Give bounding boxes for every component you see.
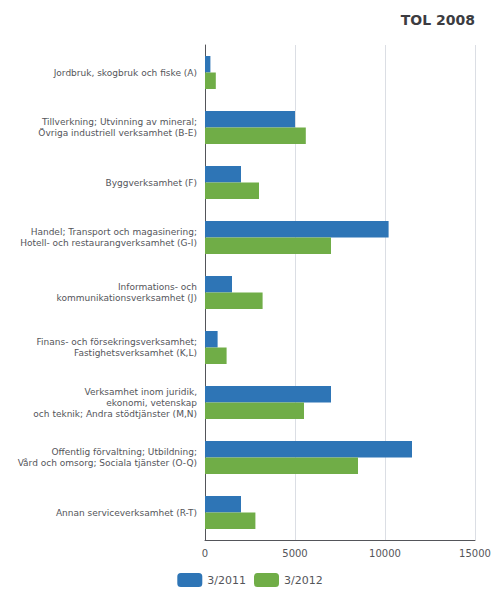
svg-text:ekonomi, vetenskap: ekonomi, vetenskap (106, 398, 197, 408)
svg-text:3/2012: 3/2012 (284, 574, 323, 587)
svg-text:Tillverkning; Utvinning av min: Tillverkning; Utvinning av mineral; (41, 117, 197, 127)
svg-text:5000: 5000 (282, 548, 307, 559)
svg-text:Vård och omsorg; Sociala tjäns: Vård och omsorg; Sociala tjänster (O-Q) (18, 458, 197, 468)
svg-text:Verksamhet inom juridik,: Verksamhet inom juridik, (84, 387, 197, 397)
svg-text:0: 0 (202, 548, 208, 559)
svg-text:Jordbruk, skogbruk och fiske (: Jordbruk, skogbruk och fiske (A) (53, 68, 197, 78)
svg-text:Fastighetsverksamhet (K,L): Fastighetsverksamhet (K,L) (74, 348, 197, 358)
svg-text:15000: 15000 (459, 548, 491, 559)
svg-text:Byggverksamhet (F): Byggverksamhet (F) (105, 178, 197, 188)
svg-text:Annan serviceverksamhet (R-T): Annan serviceverksamhet (R-T) (56, 508, 197, 518)
svg-text:Finans- och försekringsverksam: Finans- och försekringsverksamhet; (37, 337, 197, 347)
svg-text:TOL 2008: TOL 2008 (401, 12, 475, 28)
svg-text:och teknik; Andra stödtjänster: och teknik; Andra stödtjänster (M,N) (33, 409, 197, 419)
svg-text:Hotell- och restaurangverksamh: Hotell- och restaurangverksamhet (G-I) (20, 238, 197, 248)
svg-text:10000: 10000 (369, 548, 401, 559)
svg-text:Handel; Transport och magasine: Handel; Transport och magasinering; (31, 227, 197, 237)
svg-text:3/2011: 3/2011 (207, 574, 246, 587)
svg-text:Övriga industriell verksamhet: Övriga industriell verksamhet (B-E) (38, 128, 197, 138)
svg-text:Informations- och: Informations- och (118, 282, 197, 292)
svg-text:Offentlig förvaltning; Utbildn: Offentlig förvaltning; Utbildning; (51, 447, 197, 457)
svg-text:kommunikationsverksamhet (J): kommunikationsverksamhet (J) (57, 293, 197, 303)
